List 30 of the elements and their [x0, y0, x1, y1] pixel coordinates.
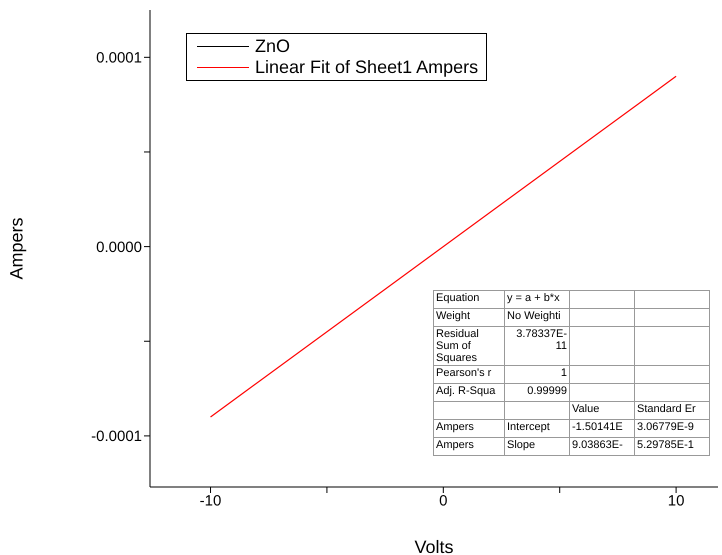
annotation: -1.50141E — [570, 420, 634, 438]
annotation: Weight — [434, 308, 504, 326]
annotation: 0.99999 — [504, 384, 570, 402]
annotation: Pearson's r — [434, 366, 504, 384]
x-tick-label: 10 — [668, 492, 684, 510]
annotation: 3.06779E-9 — [634, 420, 710, 438]
annotation: 9.03863E- — [570, 438, 634, 456]
y-tick-label: 0.0000 — [96, 238, 142, 256]
annotation: Equation — [434, 290, 504, 308]
legend-label: ZnO — [255, 36, 290, 57]
x-axis-title: Volts — [414, 537, 454, 555]
x-tick-label: 0 — [439, 492, 448, 510]
annotation: Ampers — [434, 420, 504, 438]
annotation: Residual Sum of Squares — [434, 326, 504, 366]
y-axis-title: Ampers — [6, 217, 26, 280]
x-tick-label: -10 — [200, 492, 222, 510]
annotation: Intercept — [504, 420, 570, 438]
y-tick-label: -0.0001 — [91, 428, 142, 446]
y-tick-label: 0.0001 — [96, 50, 142, 67]
annotation: Slope — [504, 438, 570, 456]
annotation: y = a + b*x — [504, 290, 570, 308]
annotation: 1 — [504, 366, 570, 384]
annotation: Ampers — [434, 438, 504, 456]
annotation: No Weighti — [504, 308, 570, 326]
annotation: Adj. R-Squa — [434, 384, 504, 402]
annotation: Value — [570, 402, 634, 420]
annotation: 5.29785E-1 — [634, 438, 710, 456]
annotation: Standard Er — [634, 402, 710, 420]
legend-label: Linear Fit of Sheet1 Ampers — [255, 57, 478, 78]
annotation: 3.78337E-11 — [504, 326, 570, 366]
